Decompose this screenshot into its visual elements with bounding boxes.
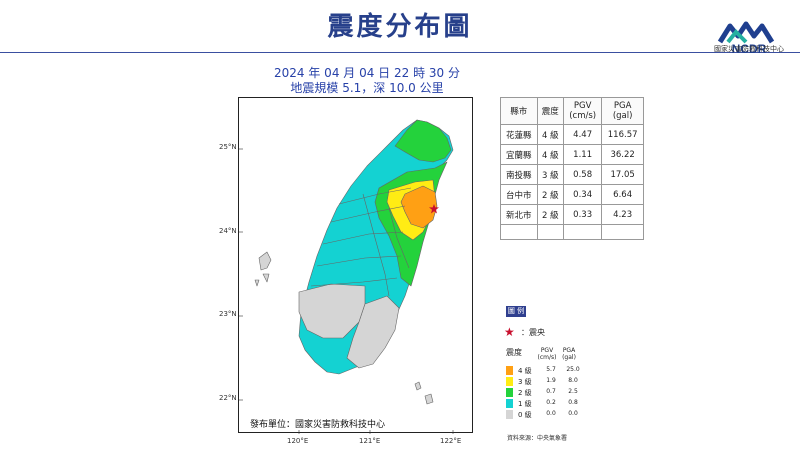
legend-swatch bbox=[506, 377, 513, 386]
legend-level-row: 0 級 0.0 0.0 bbox=[506, 410, 586, 420]
pgv-cell: 0.58 bbox=[563, 164, 603, 185]
intensity-cell: 3 級 bbox=[536, 164, 565, 185]
legend-level-label: 2 級 bbox=[518, 389, 532, 397]
logo-org-name: 國家災害防救科技中心 bbox=[714, 45, 784, 53]
lat-tick-label: 23°N bbox=[219, 310, 237, 318]
pgv-cell: 0.33 bbox=[563, 204, 603, 225]
pga-cell: 116.57 bbox=[601, 124, 644, 145]
orchid-island bbox=[424, 393, 434, 405]
legend-swatch bbox=[506, 410, 513, 419]
pga-cell: 6.64 bbox=[601, 184, 644, 205]
legend-level-label: 1 級 bbox=[518, 400, 532, 408]
intensity-cell bbox=[536, 224, 565, 240]
legend-level-row: 1 級 0.2 0.8 bbox=[506, 399, 586, 409]
green-island bbox=[414, 381, 422, 391]
ncdr-logo: NCDR bbox=[717, 21, 775, 56]
pga-cell: 4.23 bbox=[601, 204, 644, 225]
county-cell: 南投縣 bbox=[500, 164, 538, 185]
county-cell: 宜蘭縣 bbox=[500, 144, 538, 165]
title-divider bbox=[0, 52, 800, 53]
epicenter-star-icon: ★ bbox=[504, 325, 515, 339]
legend-pga: 2.5 bbox=[568, 388, 578, 395]
col-header-intensity: 震度 bbox=[536, 97, 565, 125]
legend-pga: 0.0 bbox=[568, 410, 578, 417]
col-header-pgv: PGV (cm/s) bbox=[563, 97, 603, 125]
legend-data-source: 資料來源：中央氣象署 bbox=[507, 435, 568, 442]
taiwan-map bbox=[239, 119, 454, 434]
county-cell bbox=[500, 224, 538, 240]
legend-pga: 0.8 bbox=[568, 399, 578, 406]
legend-level-label: 4 級 bbox=[518, 367, 532, 375]
county-cell: 台中市 bbox=[500, 184, 538, 205]
legend-pgv: 0.2 bbox=[546, 399, 556, 406]
pga-cell: 17.05 bbox=[601, 164, 644, 185]
county-boundaries bbox=[310, 187, 412, 297]
table-row: 南投縣 3 級 0.58 17.05 bbox=[500, 164, 644, 185]
col-header-pga: PGA (gal) bbox=[601, 97, 644, 125]
lat-tick-label: 22°N bbox=[219, 394, 237, 402]
pga-cell: 36.22 bbox=[601, 144, 644, 165]
legend-pgv: 1.9 bbox=[546, 377, 556, 384]
pgv-cell: 4.47 bbox=[563, 124, 603, 145]
legend-epicenter-label: ：震央 bbox=[521, 328, 545, 337]
table-row-empty bbox=[500, 224, 644, 240]
region-se-level-0 bbox=[346, 295, 400, 369]
legend-pga: 25.0 bbox=[566, 366, 580, 373]
pgv-cell bbox=[563, 224, 603, 240]
legend-swatch bbox=[506, 388, 513, 397]
table-row: 宜蘭縣 4 級 1.11 36.22 bbox=[500, 144, 644, 165]
legend-swatch bbox=[506, 366, 513, 375]
legend-level-label: 0 級 bbox=[518, 411, 532, 419]
legend-pgv-header: PGV (cm/s) bbox=[537, 347, 557, 361]
lon-tick-label: 120°E bbox=[287, 437, 309, 445]
penghu-islands bbox=[254, 251, 272, 287]
page-title: 震度分布圖 bbox=[327, 12, 473, 42]
region-north-level-2 bbox=[394, 119, 452, 163]
col-header-county: 縣市 bbox=[500, 97, 538, 125]
epicenter-marker bbox=[429, 204, 439, 214]
issuer-label: 發布單位：國家災害防救科技中心 bbox=[250, 420, 386, 430]
table-row: 新北市 2 級 0.33 4.23 bbox=[500, 204, 644, 225]
legend-swatch bbox=[506, 399, 513, 408]
legend-level-row: 2 級 0.7 2.5 bbox=[506, 388, 586, 398]
county-cell: 新北市 bbox=[500, 204, 538, 225]
table-row: 台中市 2 級 0.34 6.64 bbox=[500, 184, 644, 205]
table-row: 花蓮縣 4 級 4.47 116.57 bbox=[500, 124, 644, 145]
intensity-cell: 2 級 bbox=[536, 184, 565, 205]
event-magnitude-depth: 地震規模 5.1，深 10.0 公里 bbox=[290, 81, 444, 95]
intensity-map bbox=[238, 97, 473, 434]
intensity-cell: 4 級 bbox=[536, 144, 565, 165]
lon-tick-label: 121°E bbox=[359, 437, 381, 445]
region-sw-level-0 bbox=[298, 283, 366, 339]
lat-tick-label: 25°N bbox=[219, 143, 237, 151]
pgv-cell: 0.34 bbox=[563, 184, 603, 205]
table-header-row: 縣市 震度 PGV (cm/s) PGA (gal) bbox=[500, 97, 644, 125]
legend-pgv: 0.0 bbox=[546, 410, 556, 417]
logo-wordmark: NCDR bbox=[732, 42, 767, 56]
legend-level-row: 4 級 5.7 25.0 bbox=[506, 366, 586, 376]
legend-pga-header: PGA (gal) bbox=[562, 347, 576, 361]
legend-intensity-header: 震度 bbox=[506, 348, 522, 357]
pgv-cell: 1.11 bbox=[563, 144, 603, 165]
intensity-table: 縣市 震度 PGV (cm/s) PGA (gal) 花蓮縣 4 級 4.47 … bbox=[500, 97, 644, 240]
intensity-cell: 4 級 bbox=[536, 124, 565, 145]
legend-pga: 8.0 bbox=[568, 377, 578, 384]
pga-cell bbox=[601, 224, 644, 240]
legend-pgv: 5.7 bbox=[546, 366, 556, 373]
event-datetime: 2024 年 04 月 04 日 22 時 30 分 bbox=[274, 66, 460, 80]
region-level-4 bbox=[400, 185, 438, 229]
lon-tick-label: 122°E bbox=[440, 437, 462, 445]
intensity-cell: 2 級 bbox=[536, 204, 565, 225]
axis-ticks bbox=[239, 148, 454, 434]
legend-pgv: 0.7 bbox=[546, 388, 556, 395]
lat-tick-label: 24°N bbox=[219, 227, 237, 235]
legend-level-label: 3 級 bbox=[518, 378, 532, 386]
legend-level-row: 3 級 1.9 8.0 bbox=[506, 377, 586, 387]
legend-badge: 圖 例 bbox=[506, 306, 526, 317]
county-cell: 花蓮縣 bbox=[500, 124, 538, 145]
